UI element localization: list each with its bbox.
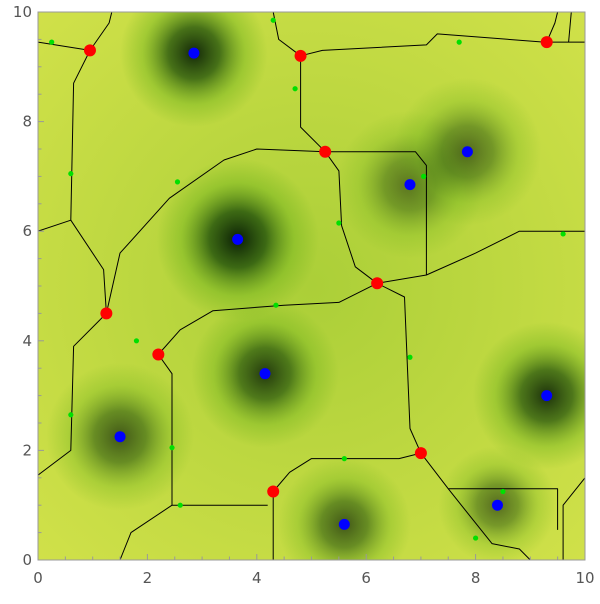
minimum-point <box>177 502 183 508</box>
saddle-point <box>152 348 165 361</box>
minimum-point <box>68 412 74 418</box>
x-tick-label: 4 <box>252 569 262 587</box>
ridge-line <box>325 151 427 275</box>
maximum-point <box>461 146 473 158</box>
saddle-point <box>83 44 96 57</box>
y-tick-label: 8 <box>22 113 32 131</box>
minimum-point <box>341 456 347 462</box>
minimum-point <box>456 39 462 45</box>
x-tick-label: 8 <box>471 569 481 587</box>
ridge-line <box>105 148 326 314</box>
minimum-point <box>292 86 298 92</box>
ridge-line <box>447 488 531 560</box>
x-tick-label: 10 <box>575 569 594 587</box>
y-tick-label: 6 <box>22 222 32 240</box>
ridge-line <box>272 452 422 492</box>
saddle-point <box>414 447 427 460</box>
minimum-point <box>68 171 74 177</box>
ridge-line <box>546 12 559 43</box>
y-tick-label: 10 <box>13 3 32 21</box>
ridge-line <box>38 12 113 51</box>
field-peak <box>120 12 268 127</box>
ridge-line <box>157 282 378 355</box>
point-markers <box>49 17 566 541</box>
ridge-line <box>119 504 173 560</box>
field-peak <box>472 321 585 470</box>
minimum-point <box>174 179 181 185</box>
minimum-point <box>133 338 140 344</box>
ridge-line <box>568 12 572 43</box>
minimum-point <box>169 445 175 451</box>
maximum-point <box>114 431 126 443</box>
y-tick-label: 2 <box>22 441 32 459</box>
axes: 0 2 4 6 8 10 0 2 4 6 8 10 <box>13 3 595 587</box>
maximum-point <box>541 390 553 402</box>
y-tick-label: 0 <box>22 551 32 569</box>
ridge-line <box>300 55 326 153</box>
minimum-point <box>473 535 479 541</box>
ridge-line <box>376 282 422 454</box>
saddle-point <box>267 485 280 498</box>
saddle-point <box>371 277 384 290</box>
ridge-line <box>420 452 559 530</box>
minimum-point <box>407 354 413 360</box>
ridge-line <box>38 50 91 232</box>
saddle-point <box>319 145 332 158</box>
y-tick-label: 4 <box>22 332 32 350</box>
field-peak <box>277 457 411 560</box>
ridge-line <box>324 151 378 284</box>
maximum-point <box>259 368 271 380</box>
minimum-point <box>336 220 342 226</box>
x-tick-label: 2 <box>143 569 153 587</box>
density-field <box>38 12 585 560</box>
x-tick-label: 0 <box>33 569 43 587</box>
maximum-point <box>491 499 503 511</box>
minimum-point <box>273 302 279 308</box>
saddle-point <box>294 49 307 62</box>
ridge-line <box>562 477 585 560</box>
minimum-point <box>421 173 427 179</box>
maximum-point <box>188 47 200 59</box>
saddle-point <box>100 307 113 320</box>
minimum-point <box>49 39 55 45</box>
minimum-point <box>560 231 566 237</box>
maximum-point <box>404 179 416 191</box>
ridge-line <box>157 354 268 506</box>
minimum-point <box>500 488 506 495</box>
maximum-point <box>338 518 350 530</box>
saddle-point <box>540 36 553 49</box>
ridge-line <box>377 230 585 284</box>
ridge-line <box>38 313 107 476</box>
minimum-point <box>270 17 276 23</box>
ridge-lines <box>38 12 585 560</box>
ridge-line <box>70 219 107 314</box>
x-tick-label: 6 <box>361 569 371 587</box>
maximum-point <box>232 233 244 245</box>
